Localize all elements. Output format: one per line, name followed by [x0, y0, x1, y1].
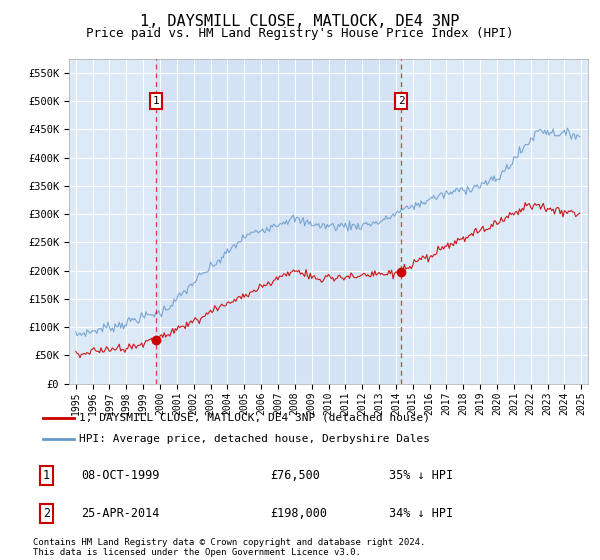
Text: 35% ↓ HPI: 35% ↓ HPI [389, 469, 454, 482]
Text: 1, DAYSMILL CLOSE, MATLOCK, DE4 3NP (detached house): 1, DAYSMILL CLOSE, MATLOCK, DE4 3NP (det… [79, 413, 430, 423]
Text: 2: 2 [43, 507, 50, 520]
Text: £198,000: £198,000 [271, 507, 328, 520]
Bar [156, 59, 401, 384]
Text: £76,500: £76,500 [271, 469, 320, 482]
Text: HPI: Average price, detached house, Derbyshire Dales: HPI: Average price, detached house, Derb… [79, 435, 430, 444]
Text: 2: 2 [398, 96, 404, 106]
Text: 25-APR-2014: 25-APR-2014 [82, 507, 160, 520]
Text: 1, DAYSMILL CLOSE, MATLOCK, DE4 3NP: 1, DAYSMILL CLOSE, MATLOCK, DE4 3NP [140, 14, 460, 29]
Text: 34% ↓ HPI: 34% ↓ HPI [389, 507, 454, 520]
Text: Contains HM Land Registry data © Crown copyright and database right 2024.: Contains HM Land Registry data © Crown c… [33, 538, 425, 547]
Text: 1: 1 [153, 96, 160, 106]
Text: Price paid vs. HM Land Registry's House Price Index (HPI): Price paid vs. HM Land Registry's House … [86, 27, 514, 40]
Text: This data is licensed under the Open Government Licence v3.0.: This data is licensed under the Open Gov… [33, 548, 361, 557]
Text: 08-OCT-1999: 08-OCT-1999 [82, 469, 160, 482]
Text: 1: 1 [43, 469, 50, 482]
